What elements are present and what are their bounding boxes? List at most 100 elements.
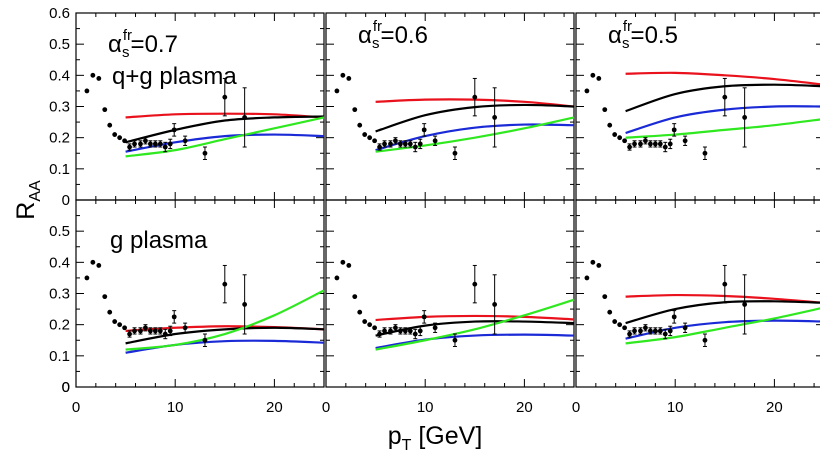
data-point-r1c1-9: [132, 141, 137, 147]
data-point-r1c2-20: [472, 94, 478, 100]
data-point-r1c1-20: [222, 94, 228, 100]
data-point-r1c3-8: [627, 144, 632, 150]
data-point-r1c2-10: [388, 141, 393, 147]
curve-red-r2c2: [375, 314, 575, 322]
data-point-r1c3-13: [652, 141, 658, 147]
data-point-r1c1-18: [182, 138, 188, 144]
data-point-r2c3-0: [584, 275, 590, 281]
data-point-r2c1-8: [127, 331, 132, 337]
data-point-r1c2-18: [432, 138, 438, 144]
data-point-r1c2-19: [452, 150, 458, 156]
data-point-r2c3-11: [643, 325, 648, 331]
data-point-r2c1-9: [132, 328, 137, 334]
data-point-r2c3-21: [742, 302, 748, 307]
data-point-r2c3-4: [607, 309, 613, 315]
data-point-r2c2-14: [407, 328, 413, 334]
data-point-r1c2-12: [398, 141, 403, 147]
data-point-r2c1-4: [107, 309, 113, 315]
y-tick-label: 0.4: [49, 67, 70, 84]
data-point-r2c3-19: [702, 337, 708, 343]
data-point-r2c1-15: [162, 331, 168, 337]
data-point-r1c2-8: [377, 144, 382, 150]
data-point-r1c1-1: [90, 72, 96, 78]
data-point-r1c1-5: [112, 132, 118, 137]
x-tick-label: 20: [266, 399, 283, 416]
data-point-r2c2-1: [340, 259, 346, 265]
data-point-r2c2-7: [372, 325, 378, 331]
data-point-r1c1-12: [148, 141, 153, 147]
x-tick-label: 10: [417, 399, 434, 416]
data-point-r1c3-19: [702, 150, 708, 156]
data-point-r2c1-5: [112, 319, 118, 324]
data-point-r1c3-1: [590, 72, 596, 78]
data-point-r1c3-3: [602, 107, 608, 113]
curve-blue-r2c2: [375, 333, 575, 350]
data-point-r2c3-13: [652, 328, 658, 334]
y-tick-label: 0.1: [49, 161, 70, 178]
data-point-r1c3-20: [722, 94, 728, 100]
x-tick-label: 0: [322, 399, 330, 416]
data-point-r2c3-9: [632, 328, 637, 334]
curve-black-r2c1: [125, 326, 325, 345]
data-point-r2c2-6: [367, 322, 373, 328]
data-point-r1c3-21: [742, 115, 748, 120]
data-point-r1c2-9: [382, 141, 387, 147]
data-point-r2c1-21: [242, 302, 248, 307]
data-point-r2c3-5: [612, 319, 618, 324]
data-point-r2c2-21: [492, 302, 498, 307]
data-point-r1c3-17: [671, 127, 677, 133]
data-point-r1c2-11: [393, 138, 398, 144]
y-axis-title: RAA: [12, 180, 44, 220]
column-title-3: αfr s=0.5: [608, 18, 678, 52]
curve-red-r1c3: [625, 71, 820, 86]
data-point-r1c3-14: [657, 141, 663, 147]
data-point-r2c3-10: [638, 328, 643, 334]
row-title-2: g plasma: [110, 227, 208, 254]
data-point-r1c2-17: [421, 127, 427, 133]
data-point-r1c1-0: [84, 88, 90, 94]
data-point-r2c3-15: [662, 331, 668, 337]
data-point-r2c2-13: [402, 328, 408, 334]
data-point-r1c2-21: [492, 115, 498, 120]
data-point-r2c3-17: [671, 314, 677, 320]
data-point-r1c3-10: [638, 141, 643, 147]
data-point-r2c3-2: [596, 263, 602, 268]
data-point-r2c2-5: [362, 319, 368, 324]
y-tick-label: 0: [62, 379, 70, 396]
curve-black-r2c2: [375, 320, 575, 337]
data-point-r2c1-0: [84, 275, 90, 281]
curve-green-r1c3: [625, 118, 820, 139]
y-tick-label: 0: [62, 379, 70, 396]
x-axis-title: pT [GeV]: [388, 422, 483, 454]
y-tick-label: 0.3: [49, 99, 70, 116]
data-point-r1c1-17: [171, 127, 177, 133]
data-point-r1c2-3: [352, 107, 358, 113]
data-point-r1c3-9: [632, 141, 637, 147]
data-point-r1c2-1: [340, 72, 346, 78]
data-point-r2c2-20: [472, 281, 478, 287]
data-point-r1c1-8: [127, 144, 132, 150]
x-tick-label: 20: [516, 399, 533, 416]
data-point-r2c2-9: [382, 328, 387, 334]
x-tick-label: 0: [72, 399, 80, 416]
data-point-r1c2-5: [362, 132, 368, 137]
data-point-r2c3-16: [667, 328, 673, 334]
data-point-r2c1-18: [182, 325, 188, 331]
data-point-r1c3-2: [596, 76, 602, 81]
data-point-r1c3-6: [617, 135, 623, 141]
data-point-r2c3-3: [602, 294, 608, 300]
data-point-r2c1-7: [122, 325, 128, 331]
data-point-r2c2-0: [334, 275, 340, 281]
data-point-r1c1-15: [162, 144, 168, 150]
data-point-r2c3-14: [657, 328, 663, 334]
data-point-r2c2-19: [452, 337, 458, 343]
y-tick-label: 0.5: [49, 223, 70, 240]
data-point-r2c1-20: [222, 281, 228, 287]
data-point-r1c1-10: [138, 141, 143, 147]
data-point-r1c3-0: [584, 88, 590, 94]
column-title-1: αfr s=0.7: [108, 27, 178, 61]
data-point-r1c1-19: [202, 150, 208, 156]
data-point-r1c2-16: [417, 141, 423, 147]
data-point-r2c1-19: [202, 337, 208, 343]
